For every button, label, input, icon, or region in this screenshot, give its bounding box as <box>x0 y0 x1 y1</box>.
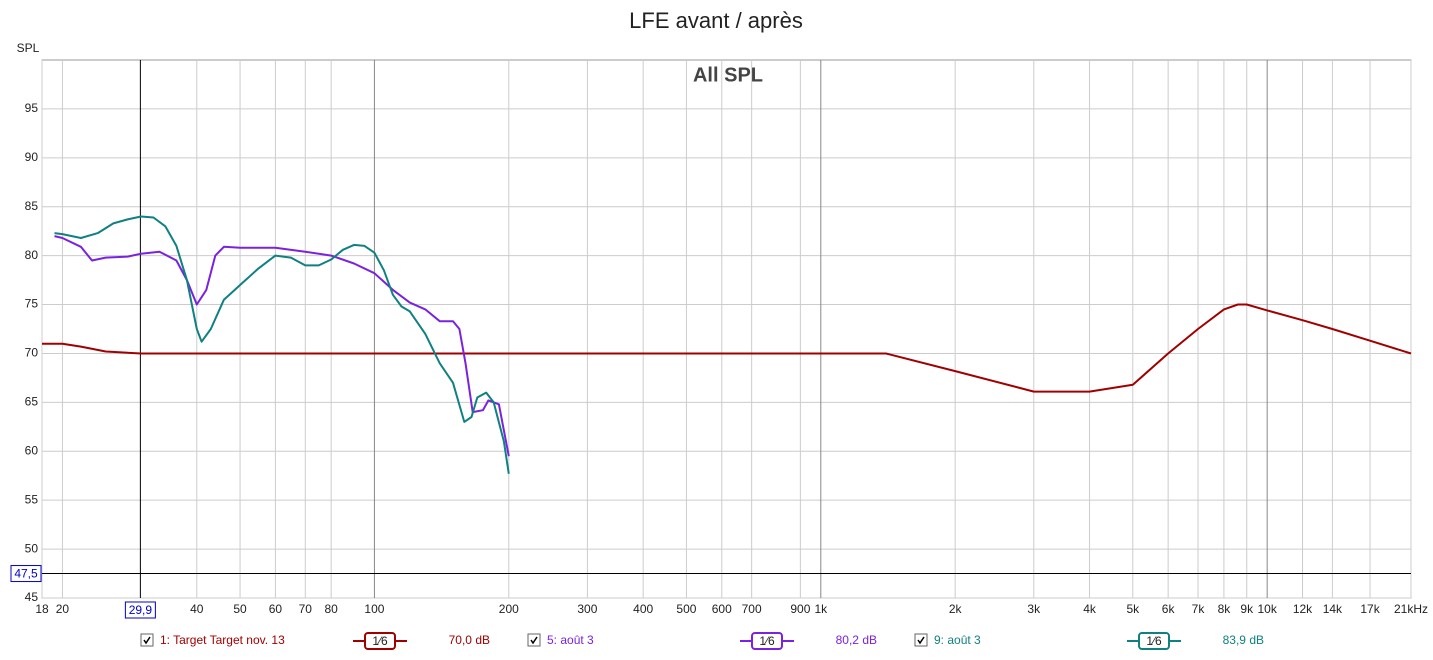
y-tick-label: 60 <box>25 443 39 457</box>
x-tick-label: 80 <box>324 602 338 616</box>
x-tick-label: 12k <box>1293 602 1313 616</box>
x-tick-label: 21kHz <box>1394 602 1428 616</box>
y-axis-label: SPL <box>17 41 40 55</box>
x-tick-label: 18 <box>35 602 49 616</box>
x-tick-label: 700 <box>742 602 762 616</box>
x-tick-label: 600 <box>712 602 732 616</box>
x-tick-label: 2k <box>949 602 963 616</box>
x-tick-label: 400 <box>633 602 653 616</box>
y-tick-label: 80 <box>25 248 39 262</box>
checkmark <box>917 636 925 645</box>
legend-smoothing: 1⁄6 <box>372 634 388 648</box>
x-tick-label: 200 <box>499 602 519 616</box>
x-tick-label: 1k <box>814 602 828 616</box>
cursor-label-box <box>124 601 156 619</box>
legend-value: 70,0 dB <box>449 633 490 647</box>
x-tick-label: 100 <box>364 602 384 616</box>
y-tick-label: 55 <box>25 492 39 506</box>
legend-checkbox[interactable] <box>527 633 541 647</box>
checkmark <box>530 636 538 645</box>
x-tick-label: 8k <box>1218 602 1232 616</box>
y-tick-label: 85 <box>25 199 39 213</box>
y-tick-label: 70 <box>25 346 39 360</box>
legend-value: 83,9 dB <box>1223 633 1264 647</box>
x-tick-label: 10k <box>1257 602 1277 616</box>
cursor-label-box <box>10 565 42 583</box>
legend-smoothing: 1⁄6 <box>1146 634 1162 648</box>
x-tick-label: 17k <box>1360 602 1380 616</box>
annotation: All SPL <box>693 64 763 86</box>
y-tick-label: 75 <box>25 297 39 311</box>
legend-label: 1: Target Target nov. 13 <box>160 633 285 647</box>
y-tick-label: 90 <box>25 150 39 164</box>
x-tick-label: 7k <box>1192 602 1206 616</box>
series-line <box>42 303 1412 393</box>
cursor-label: 47,5 <box>14 567 38 581</box>
x-tick-label: 6k <box>1162 602 1176 616</box>
x-tick-label: 500 <box>676 602 696 616</box>
x-tick-label: 5k <box>1126 602 1140 616</box>
x-tick-label: 40 <box>190 602 204 616</box>
cursor-label: 29,9 <box>129 603 153 617</box>
x-tick-label: 900 <box>790 602 810 616</box>
legend-smoothing-box[interactable] <box>364 632 396 650</box>
chart-title: LFE avant / après <box>629 8 803 33</box>
x-tick-label: 9k <box>1240 602 1254 616</box>
legend-smoothing-box[interactable] <box>751 632 783 650</box>
legend-smoothing: 1⁄6 <box>759 634 775 648</box>
x-tick-label: 14k <box>1323 602 1343 616</box>
x-tick-label: 50 <box>233 602 247 616</box>
y-tick-label: 95 <box>25 101 39 115</box>
x-tick-label: 4k <box>1083 602 1097 616</box>
x-tick-label: 20 <box>56 602 70 616</box>
checkmark <box>143 636 151 645</box>
y-tick-label: 50 <box>25 541 39 555</box>
x-tick-label: 70 <box>299 602 313 616</box>
plot-area <box>41 59 1412 599</box>
y-tick-label: 45 <box>25 590 39 604</box>
legend-checkbox[interactable] <box>914 633 928 647</box>
series-line <box>54 215 510 474</box>
legend-value: 80,2 dB <box>836 633 877 647</box>
legend-checkbox[interactable] <box>140 633 154 647</box>
legend-smoothing-box[interactable] <box>1138 632 1170 650</box>
legend-label: 9: août 3 <box>934 633 981 647</box>
legend-label: 5: août 3 <box>547 633 594 647</box>
y-tick-label: 65 <box>25 395 39 409</box>
x-tick-label: 300 <box>577 602 597 616</box>
x-tick-label: 3k <box>1027 602 1041 616</box>
x-tick-label: 60 <box>269 602 283 616</box>
series-line <box>54 235 510 457</box>
